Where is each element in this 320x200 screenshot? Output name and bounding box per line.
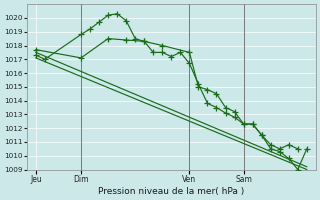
- X-axis label: Pression niveau de la mer( hPa ): Pression niveau de la mer( hPa ): [98, 187, 244, 196]
